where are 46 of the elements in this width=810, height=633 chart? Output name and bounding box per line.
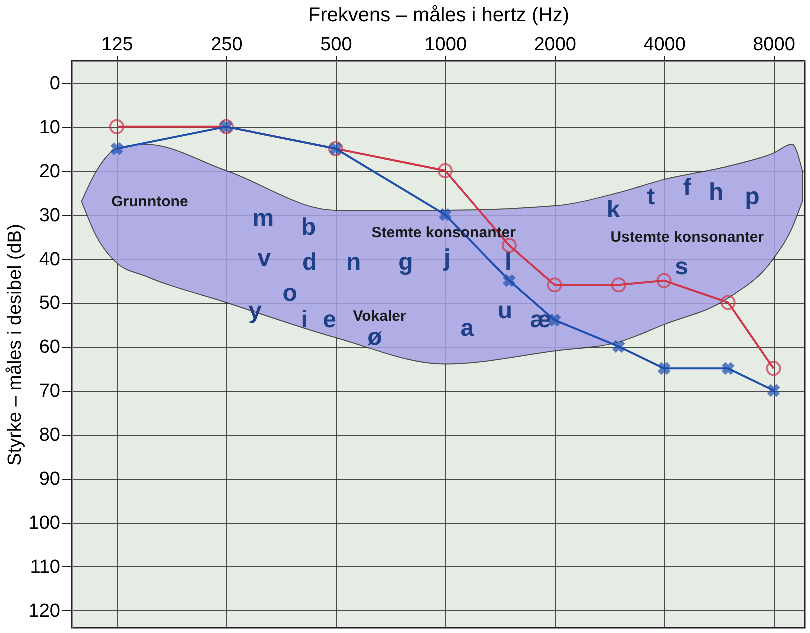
x-tick-label: 125 — [102, 34, 134, 56]
annotation: t — [647, 183, 656, 210]
annotation: h — [708, 178, 724, 206]
y-tick-label: 120 — [28, 600, 60, 622]
annotation: b — [301, 214, 316, 242]
annotation: Vokaler — [353, 308, 406, 325]
annotation: k — [606, 196, 621, 224]
x-tick-label: 1000 — [424, 34, 468, 56]
y-tick-label: 10 — [39, 117, 60, 138]
x-tick-label: 2000 — [534, 34, 576, 56]
annotation: j — [442, 244, 451, 272]
x-tick-label: 500 — [320, 34, 352, 56]
annotation: o — [282, 280, 298, 307]
y-tick-label: 60 — [39, 337, 60, 358]
annotation: ø — [368, 324, 383, 351]
y-tick-label: 70 — [39, 381, 60, 402]
annotation: s — [675, 254, 689, 281]
x-tick-label: 250 — [211, 34, 243, 56]
annotation: Ustemte konsonanter — [610, 228, 764, 246]
y-tick-label: 0 — [50, 73, 60, 94]
x-tick-label: 4000 — [644, 34, 686, 56]
y-tick-label: 40 — [39, 249, 60, 270]
annotation: u — [498, 298, 512, 325]
y-axis-title: Styrke – måles i desibel (dB) — [4, 224, 26, 466]
annotation: p — [745, 183, 760, 210]
annotation: e — [323, 306, 336, 334]
annotation: d — [302, 249, 318, 276]
y-tick-label: 90 — [39, 469, 60, 490]
annotation: v — [258, 244, 272, 272]
annotation: n — [346, 249, 362, 276]
y-tick-label: 110 — [30, 556, 60, 578]
y-tick-label: 100 — [28, 513, 60, 534]
annotation: æ — [530, 306, 552, 334]
annotation: i — [301, 306, 308, 334]
y-tick-label: 50 — [39, 293, 60, 314]
annotation: m — [252, 205, 274, 232]
annotation: a — [460, 315, 475, 342]
y-tick-label: 80 — [39, 425, 60, 446]
annotation: l — [505, 249, 512, 276]
y-tick-label: 20 — [39, 161, 60, 182]
x-axis-title: Frekvens – måles i hertz (Hz) — [308, 4, 570, 26]
y-tick-label: 30 — [39, 205, 60, 226]
annotation: g — [398, 249, 414, 276]
x-tick-label: 8000 — [753, 34, 796, 56]
annotation: Grunntone — [112, 194, 188, 211]
annotation: f — [683, 174, 692, 202]
